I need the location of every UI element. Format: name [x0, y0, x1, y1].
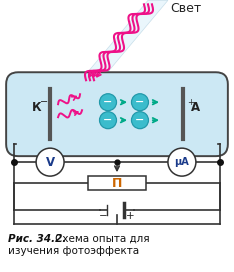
- FancyBboxPatch shape: [88, 176, 146, 190]
- Circle shape: [132, 112, 148, 129]
- Circle shape: [99, 112, 117, 129]
- Text: μА: μА: [175, 157, 189, 167]
- Text: изучения фотоэффекта: изучения фотоэффекта: [8, 246, 139, 256]
- Text: Схема опыта для: Схема опыта для: [55, 234, 150, 244]
- Text: −: −: [103, 115, 113, 125]
- Text: −: −: [135, 115, 145, 125]
- FancyBboxPatch shape: [6, 72, 228, 156]
- Text: Свет: Свет: [170, 2, 201, 15]
- Text: −: −: [103, 97, 113, 107]
- Text: −: −: [40, 97, 48, 107]
- Text: V: V: [46, 156, 55, 169]
- Circle shape: [99, 94, 117, 111]
- Text: К: К: [32, 101, 42, 114]
- Text: +: +: [187, 98, 194, 107]
- Circle shape: [36, 148, 64, 176]
- Text: −: −: [135, 97, 145, 107]
- Text: А: А: [191, 101, 201, 114]
- Text: П: П: [112, 177, 122, 190]
- Polygon shape: [75, 0, 168, 87]
- Text: −: −: [99, 211, 107, 221]
- Circle shape: [168, 148, 196, 176]
- Circle shape: [132, 94, 148, 111]
- Text: +: +: [126, 211, 134, 221]
- Text: Рис. 34.2.: Рис. 34.2.: [8, 234, 66, 244]
